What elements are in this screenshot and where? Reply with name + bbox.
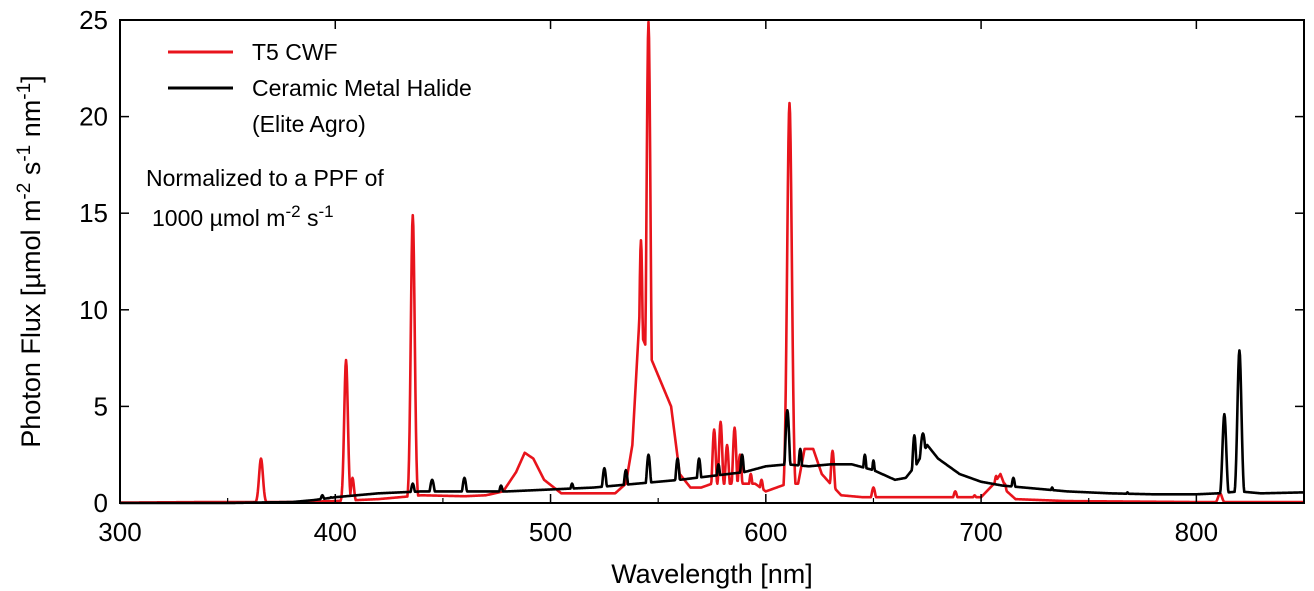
annotation-part: 1000: [152, 205, 210, 231]
annotation-part: s: [301, 205, 319, 231]
y-axis-label-part: nm: [16, 100, 46, 145]
legend-label: T5 CWF: [252, 39, 338, 65]
y-axis-label-part: Photon Flux [: [16, 288, 46, 448]
x-tick-label: 400: [314, 517, 357, 547]
series-line-ceramic-metal-halide: [119, 349, 1305, 505]
y-axis-label-part: µ: [16, 273, 46, 289]
series-layer: [119, 20, 1305, 505]
legend-label: Ceramic Metal Halide: [252, 75, 472, 101]
y-axis-label-part: -1: [14, 145, 35, 162]
x-tick-label: 500: [529, 517, 572, 547]
annotation-line-2: 1000 µmol m-2 s-1: [152, 202, 334, 232]
x-tick-label: 700: [959, 517, 1002, 547]
y-axis-label-part: mol m: [16, 200, 46, 274]
y-axis-label-part: -1: [14, 83, 35, 100]
y-axis-label-part: ]: [16, 75, 46, 83]
y-tick-label: 10: [79, 295, 108, 325]
annotation-line-1: Normalized to a PPF of: [146, 165, 384, 191]
plot-frame: [119, 19, 1305, 504]
x-tick-label: 300: [98, 517, 141, 547]
y-tick-label: 0: [94, 488, 108, 518]
y-tick-label: 20: [79, 102, 108, 132]
annotation-part: -2: [285, 202, 300, 221]
legend-label: (Elite Agro): [252, 111, 366, 137]
legend: T5 CWF Ceramic Metal Halide (Elite Agro): [168, 39, 472, 137]
annotation-part: mol m: [223, 205, 286, 231]
series-line-t5-cwf: [119, 20, 1305, 504]
annotation-part: -1: [318, 202, 333, 221]
y-axis-label-part: s: [16, 162, 46, 183]
annotation-part: µ: [210, 205, 223, 231]
y-tick-label: 15: [79, 198, 108, 228]
x-axis-label: Wavelength [nm]: [611, 559, 813, 589]
y-tick-label: 5: [94, 391, 108, 421]
x-tick-label: 600: [744, 517, 787, 547]
x-tick-label: 800: [1175, 517, 1218, 547]
x-axis-ticks: 300 400 500 600 700 800: [98, 20, 1218, 547]
y-tick-label: 25: [79, 5, 108, 35]
y-axis-label-part: -2: [14, 183, 35, 200]
y-axis-label: Photon Flux [µmol m-2 s-1 nm-1]: [14, 75, 47, 447]
ppf-annotation: Normalized to a PPF of 1000 µmol m-2 s-1: [146, 165, 384, 231]
y-axis-ticks: 0 5 10 15 20 25: [79, 5, 1304, 518]
